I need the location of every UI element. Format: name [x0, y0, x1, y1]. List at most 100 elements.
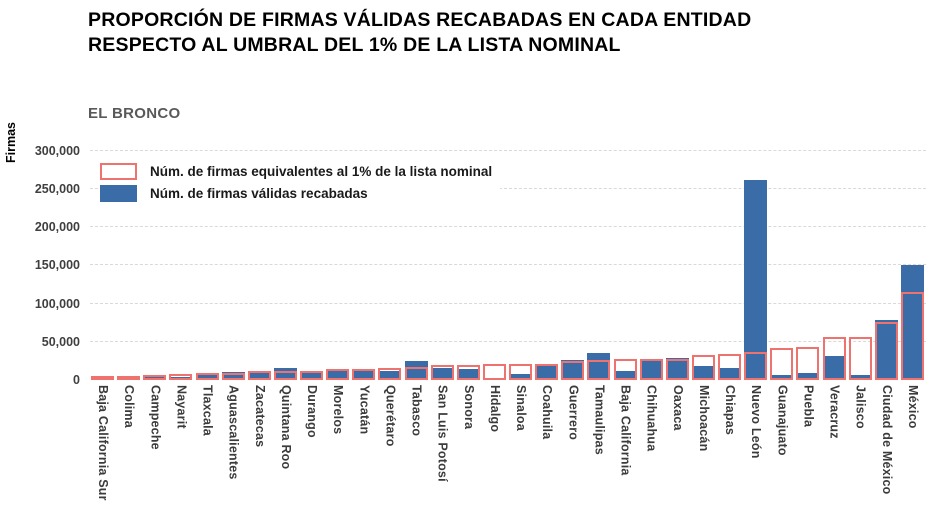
- bar-validas: [247, 371, 271, 380]
- x-axis-label: Durango: [305, 385, 320, 438]
- bar-validas: [143, 375, 167, 380]
- bar-validas: [691, 365, 715, 380]
- bar-validas: [456, 368, 480, 380]
- bar-validas: [822, 356, 846, 380]
- bar-threshold: [300, 370, 323, 380]
- x-axis-label: Tamaulipas: [592, 385, 607, 455]
- x-axis-label: México: [905, 385, 920, 429]
- bar-validas: [613, 370, 637, 380]
- bar-group: [848, 140, 874, 380]
- gridline: [90, 340, 926, 342]
- bar-group: [795, 140, 821, 380]
- bar-group: [822, 140, 848, 380]
- bar-threshold: [326, 369, 350, 380]
- bar-validas: [273, 367, 297, 380]
- bar-group: [168, 140, 194, 380]
- bar-threshold: [691, 354, 715, 380]
- bar-validas: [874, 320, 898, 380]
- x-axis-label: Puebla: [801, 385, 816, 428]
- x-axis-labels: Baja California Sur Colima Campeche Nayarit…: [90, 385, 926, 530]
- x-axis-label: Michoacán: [696, 385, 711, 452]
- y-tick-label: 300,000: [34, 143, 80, 158]
- x-axis-label: Nuevo León: [749, 385, 764, 459]
- bar-validas: [300, 371, 323, 380]
- bar-validas: [796, 373, 820, 380]
- bar-validas: [326, 370, 350, 380]
- x-axis-label: Colima: [122, 385, 137, 428]
- x-axis-label: Morelos: [331, 385, 346, 435]
- bar-group: [404, 140, 430, 380]
- legend: Núm. de firmas equivalentes al 1% de la …: [98, 158, 501, 206]
- x-axis-label: Campeche: [148, 385, 163, 450]
- x-axis-label: Aguascalientes: [226, 385, 241, 480]
- legend-swatch-validas: [100, 184, 137, 202]
- bar-threshold: [822, 337, 846, 380]
- bar-validas: [404, 360, 428, 380]
- bar-threshold: [482, 364, 506, 380]
- bar-threshold: [718, 354, 741, 380]
- bar-group: [142, 140, 168, 380]
- bar-group: [639, 140, 665, 380]
- y-tick-label: 250,000: [34, 182, 80, 196]
- bar-validas: [665, 357, 689, 380]
- x-axis-label: Baja California: [618, 385, 633, 476]
- bar-group: [273, 140, 299, 380]
- bar-threshold: [117, 376, 141, 380]
- x-axis-label: Jalisco: [853, 385, 868, 429]
- bar-validas: [535, 363, 559, 380]
- bar-threshold: [874, 321, 898, 380]
- bar-threshold: [221, 373, 245, 380]
- bar-group: [560, 140, 586, 380]
- legend-label-threshold: Núm. de firmas equivalentes al 1% de la …: [150, 163, 493, 179]
- x-axis-label: Sinaloa: [514, 385, 529, 431]
- bar-group: [900, 140, 926, 380]
- bar-threshold: [639, 359, 663, 380]
- x-axis-label: Tabasco: [409, 385, 424, 437]
- bar-group: [221, 140, 247, 380]
- x-axis-label: Querétaro: [383, 385, 398, 447]
- bar-validas: [509, 373, 532, 380]
- bar-threshold: [143, 375, 167, 380]
- bar-threshold: [770, 347, 794, 380]
- legend-swatch-threshold: [100, 162, 137, 180]
- gridline: [90, 264, 926, 266]
- bar-group: [377, 140, 403, 380]
- bar-validas: [430, 368, 454, 380]
- y-axis-title: Firmas: [4, 122, 18, 163]
- y-tick-label: 200,000: [34, 220, 80, 235]
- bar-threshold: [378, 368, 402, 380]
- bar-validas: [744, 179, 768, 380]
- bar-group: [299, 140, 325, 380]
- bar-threshold: [195, 373, 219, 380]
- bar-group: [430, 140, 456, 380]
- bar-validas: [352, 369, 376, 380]
- bar-validas: [378, 370, 402, 380]
- x-axis-label: Oaxaca: [670, 385, 685, 431]
- bar-threshold: [430, 365, 454, 380]
- x-axis-label: Chihuahua: [644, 385, 659, 452]
- bar-threshold: [273, 371, 297, 380]
- bar-threshold: [91, 376, 114, 380]
- bar-validas: [639, 359, 663, 380]
- chart-title: PROPORCIÓN DE FIRMAS VÁLIDAS RECABADAS E…: [88, 8, 888, 58]
- x-axis-label: Ciudad de México: [879, 385, 894, 495]
- bar-group: [456, 140, 482, 380]
- bar-threshold: [535, 364, 559, 380]
- y-tick-label: 150,000: [34, 258, 80, 273]
- bar-group: [874, 140, 900, 380]
- bar-group: [743, 140, 769, 380]
- x-axis-label: Baja California Sur: [96, 385, 111, 501]
- bar-group: [351, 140, 377, 380]
- x-axis-label: Tlaxcala: [200, 385, 215, 436]
- bar-validas: [195, 374, 219, 380]
- y-tick-label: 100,000: [34, 296, 80, 311]
- bar-validas: [718, 367, 741, 380]
- bar-group: [195, 140, 221, 380]
- gridline: [90, 188, 926, 189]
- bar-threshold: [848, 336, 872, 380]
- bar-threshold: [456, 364, 480, 380]
- bar-group: [769, 140, 795, 380]
- y-tick-label: 0: [73, 373, 80, 387]
- bar-group: [508, 140, 534, 380]
